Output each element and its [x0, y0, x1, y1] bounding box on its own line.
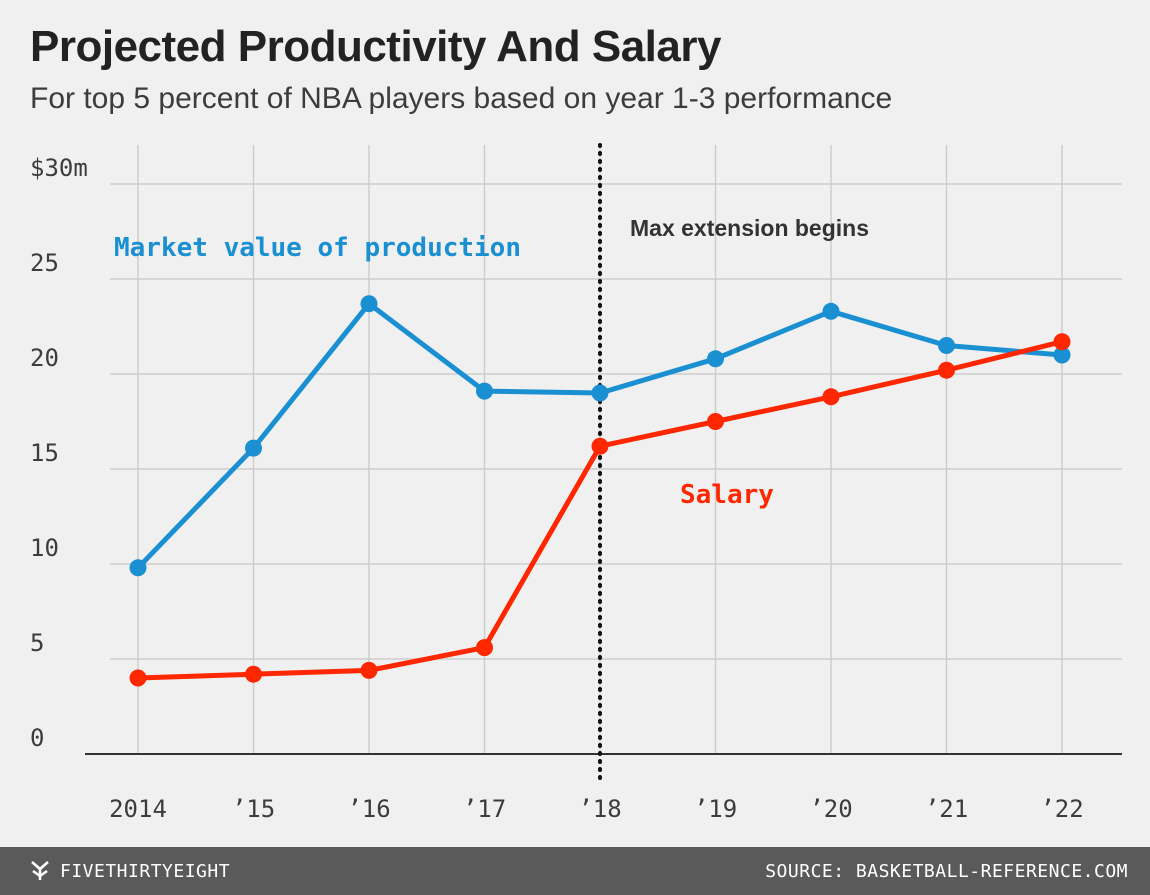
- source-note: SOURCE: BASKETBALL-REFERENCE.COM: [765, 860, 1128, 882]
- y-tick-label: 5: [30, 629, 44, 657]
- market-value-point: [822, 302, 840, 320]
- brand-name: FIVETHIRTYEIGHT: [60, 860, 231, 882]
- x-tick-label: ’22: [1040, 795, 1083, 823]
- brand: FIVETHIRTYEIGHT: [30, 847, 230, 895]
- y-tick-label: 20: [30, 344, 59, 372]
- market-value-point: [245, 439, 262, 457]
- market-value-series-label: Market value of production: [114, 233, 521, 263]
- y-tick-label: $30m: [30, 154, 88, 182]
- y-tick-label: 0: [30, 724, 44, 752]
- x-tick-label: ’20: [809, 795, 852, 823]
- salary-point: [1053, 333, 1071, 351]
- x-tick-label: ’16: [347, 795, 390, 823]
- market-value-point: [707, 350, 724, 368]
- salary-point: [245, 665, 262, 683]
- market-value-point: [938, 337, 955, 354]
- y-tick-label: 25: [30, 249, 59, 277]
- x-tick-label: ’15: [232, 795, 275, 823]
- salary-point: [938, 361, 955, 379]
- salary-series-label: Salary: [680, 480, 774, 510]
- market-value-point: [129, 559, 147, 577]
- market-value-point: [591, 384, 609, 402]
- x-tick-label: ’21: [925, 795, 968, 823]
- fivethirtyeight-logo-icon: [30, 860, 50, 882]
- market-value-point: [360, 295, 378, 313]
- x-tick-label: ’19: [694, 795, 737, 823]
- chart-subtitle: For top 5 percent of NBA players based o…: [30, 82, 893, 115]
- salary-point: [591, 437, 609, 455]
- salary-point: [360, 661, 378, 679]
- line-chart: 0 5 10 15 20 25 $30m 2014 ’15 ’16 ’17 ’18 ’19 ’20 ’21 ’…: [30, 143, 1122, 823]
- x-tick-label: ’17: [463, 795, 506, 823]
- y-tick-label: 10: [30, 534, 59, 562]
- x-tick-label: ’18: [578, 795, 621, 823]
- x-tick-label: 2014: [109, 795, 167, 823]
- y-tick-label: 15: [30, 439, 59, 467]
- salary-point: [476, 639, 493, 657]
- chart-title: Projected Productivity And Salary: [30, 22, 721, 71]
- market-value-point: [476, 382, 493, 400]
- salary-point: [822, 388, 840, 406]
- salary-point: [129, 669, 147, 687]
- salary-point: [707, 413, 724, 430]
- max-extension-annotation: Max extension begins: [630, 215, 869, 241]
- footer-bar: FIVETHIRTYEIGHT SOURCE: BASKETBALL-REFER…: [0, 847, 1150, 895]
- market-value-point: [1053, 346, 1071, 364]
